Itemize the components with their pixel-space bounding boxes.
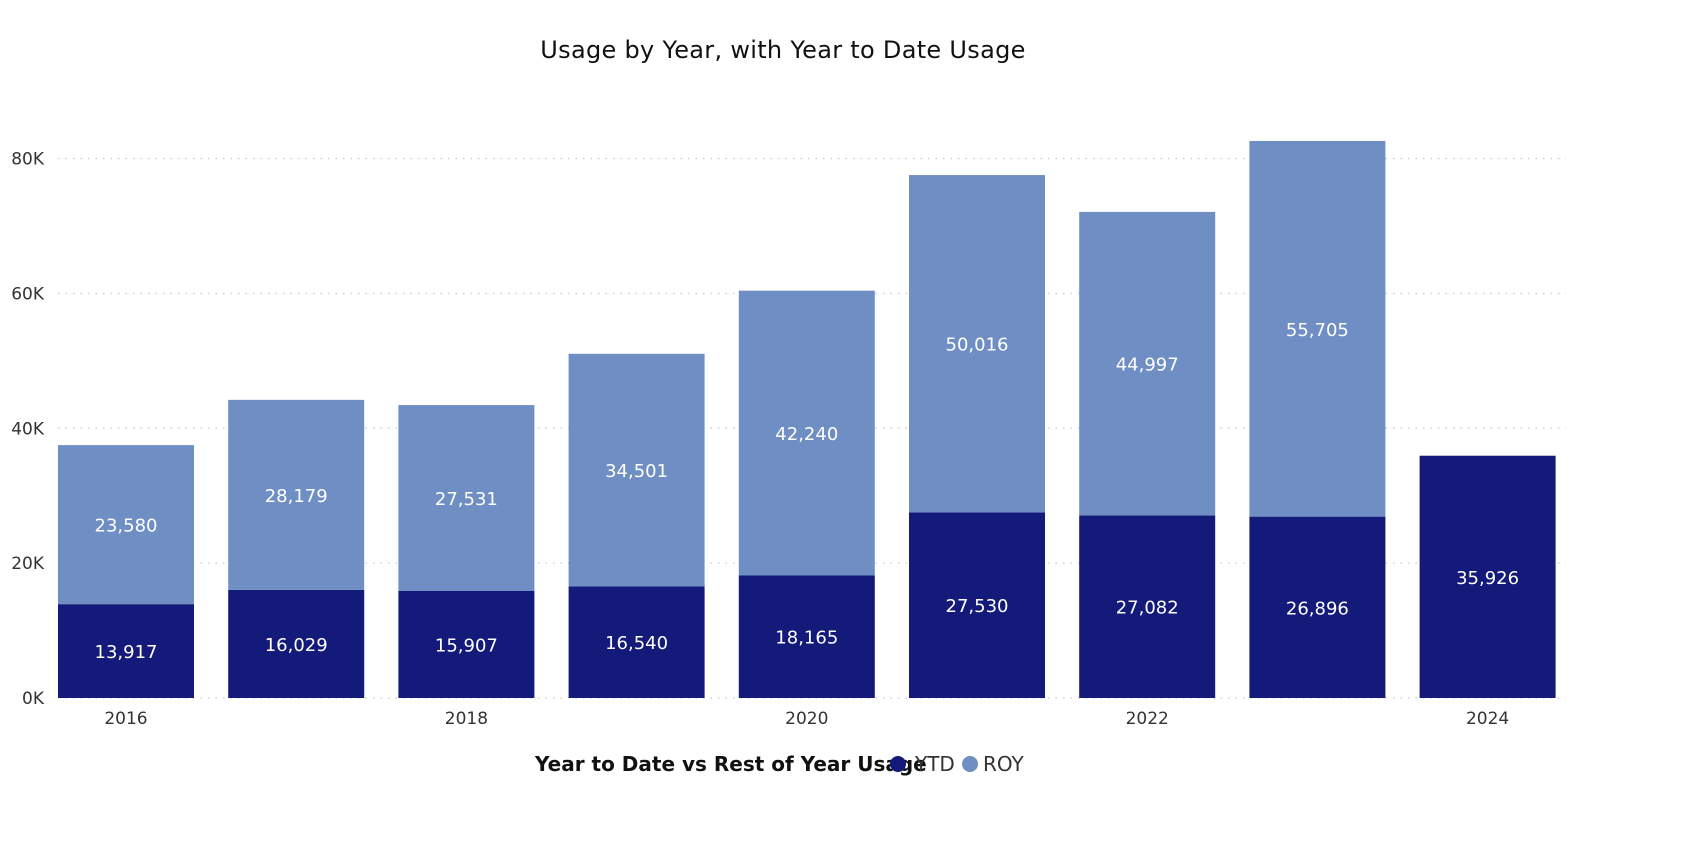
data-label-roy-2020: 42,240	[775, 424, 838, 445]
data-label-ytd-2022: 27,082	[1116, 598, 1179, 619]
legend-label-ytd: YTD	[914, 752, 955, 776]
legend-title: Year to Date vs Rest of Year Usage	[534, 752, 927, 776]
bar-ytd-2018	[398, 590, 535, 698]
x-tick-label: 2024	[1466, 709, 1509, 729]
bar-ytd-2019	[568, 586, 705, 698]
data-label-ytd-2023: 26,896	[1286, 598, 1349, 619]
data-label-ytd-2019: 16,540	[605, 633, 668, 654]
x-tick-label: 2022	[1126, 709, 1169, 729]
y-tick-label: 60K	[11, 284, 45, 304]
data-label-ytd-2017: 16,029	[265, 635, 328, 656]
data-label-roy-2017: 28,179	[265, 486, 328, 507]
bar-roy-2021	[909, 175, 1045, 513]
bar-roy-2020	[738, 290, 875, 576]
y-axis: 0K 20K 40K 60K 80K	[11, 150, 45, 710]
bar-roy-2022	[1079, 211, 1216, 516]
bar-roy-2023	[1249, 140, 1386, 517]
x-tick-label: 2018	[445, 709, 488, 729]
bar-ytd-2023	[1249, 516, 1386, 698]
legend-marker-ytd	[890, 756, 906, 772]
data-label-ytd-2020: 18,165	[775, 628, 838, 649]
data-label-roy-2016: 23,580	[95, 516, 158, 537]
bar-ytd-2016	[58, 604, 194, 698]
y-tick-label: 80K	[11, 150, 45, 170]
bar-roy-2016	[58, 445, 194, 605]
data-label-ytd-2024: 35,926	[1456, 568, 1519, 589]
legend-marker-roy	[962, 756, 978, 772]
data-label-roy-2021: 50,016	[946, 335, 1009, 356]
x-tick-label: 2016	[104, 709, 147, 729]
bar-ytd-2017	[228, 589, 365, 698]
legend-label-roy: ROY	[983, 752, 1025, 776]
bar-roy-2018	[398, 405, 535, 591]
bar-roy-2019	[568, 353, 705, 587]
data-label-roy-2022: 44,997	[1116, 355, 1179, 376]
data-labels: 13,917 23,580 16,029 28,179 15,907 27,531 16,5…	[95, 320, 1520, 663]
data-label-roy-2019: 34,501	[605, 461, 668, 482]
data-label-roy-2023: 55,705	[1286, 320, 1349, 341]
data-label-ytd-2016: 13,917	[95, 642, 158, 663]
data-label-ytd-2021: 27,530	[946, 596, 1009, 617]
y-tick-label: 20K	[11, 554, 45, 574]
x-axis: 2016 2018 2020 2022 2024	[104, 709, 1509, 729]
bar-ytd-2024	[1419, 455, 1556, 698]
bars	[58, 140, 1556, 698]
bar-roy-2017	[228, 399, 365, 590]
bar-ytd-2021	[909, 512, 1045, 698]
data-label-ytd-2018: 15,907	[435, 635, 498, 656]
chart-title: Usage by Year, with Year to Date Usage	[540, 36, 1026, 64]
bar-ytd-2022	[1079, 515, 1216, 698]
data-label-roy-2018: 27,531	[435, 489, 498, 510]
y-tick-label: 40K	[11, 419, 45, 439]
bar-ytd-2020	[738, 575, 875, 698]
x-tick-label: 2020	[785, 709, 828, 729]
y-tick-label: 0K	[22, 689, 45, 709]
